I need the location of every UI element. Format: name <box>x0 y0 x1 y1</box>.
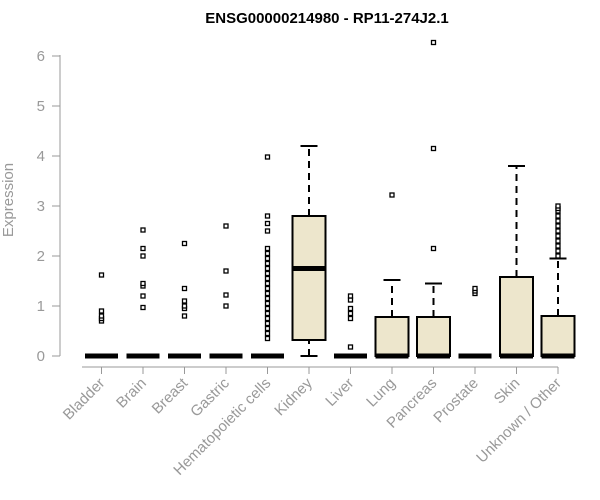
box-iqr <box>291 215 327 341</box>
outlier-point <box>555 203 561 209</box>
outlier-point <box>264 275 271 282</box>
x-tick-label: Brain <box>113 375 150 412</box>
y-tick-label: 2 <box>37 248 45 265</box>
outlier-point <box>264 213 271 219</box>
box-iqr <box>499 276 534 357</box>
x-tick-label: Prostate <box>430 375 482 427</box>
box-group <box>499 165 534 359</box>
outlier-point <box>347 344 354 350</box>
outlier-point <box>181 313 188 319</box>
box-iqr <box>540 315 576 357</box>
outlier-point <box>264 285 271 292</box>
outlier-point <box>264 270 271 277</box>
outlier-point <box>181 303 188 309</box>
outlier-point <box>264 154 271 160</box>
y-axis-label: Expression <box>0 163 17 237</box>
outlier-point <box>181 240 188 247</box>
outlier-point <box>264 310 271 317</box>
outlier-point <box>264 300 271 307</box>
outlier-point <box>347 310 354 317</box>
outlier-point <box>264 325 271 332</box>
outlier-point <box>264 245 271 252</box>
outlier-point <box>264 255 271 262</box>
box-group <box>374 192 410 359</box>
outlier-point <box>430 145 437 152</box>
outlier-point <box>555 233 561 239</box>
outlier-point <box>264 315 271 322</box>
outlier-point <box>223 268 229 274</box>
x-tick-label: Bladder <box>60 375 109 424</box>
outlier-point <box>347 293 354 299</box>
outlier-point <box>264 335 271 342</box>
outlier-point <box>555 223 561 229</box>
outlier-point <box>264 305 271 312</box>
outlier-point <box>472 285 478 292</box>
outlier-point <box>140 293 146 299</box>
outlier-point <box>264 265 271 272</box>
box-group <box>251 154 284 359</box>
outlier-point <box>264 330 271 337</box>
boxes-group <box>85 39 576 359</box>
x-tick-label: Skin <box>491 375 524 408</box>
outlier-point <box>140 304 146 311</box>
y-tick-label: 6 <box>37 48 45 65</box>
box-group <box>334 293 367 359</box>
outlier-point <box>140 245 146 252</box>
outlier-point <box>347 315 354 322</box>
outlier-point <box>555 243 561 249</box>
box-group <box>126 227 160 359</box>
outlier-point <box>140 227 146 233</box>
y-tick-label: 4 <box>37 148 45 165</box>
outlier-point <box>98 313 105 319</box>
outlier-point <box>140 280 146 287</box>
outlier-point <box>264 220 271 227</box>
outlier-point <box>98 272 105 278</box>
outlier-point <box>555 238 561 244</box>
outlier-point <box>264 260 271 267</box>
outlier-point <box>140 253 146 259</box>
box-group <box>209 223 243 359</box>
outlier-point <box>389 192 395 198</box>
chart-title: ENSG00000214980 - RP11-274J2.1 <box>205 10 449 27</box>
box-group <box>540 203 576 359</box>
x-tick-label: Lung <box>363 375 399 411</box>
box-iqr <box>416 316 451 357</box>
y-axis-ticks: 0 1 2 3 4 5 6 <box>37 48 60 365</box>
box-group <box>416 39 451 359</box>
outlier-point <box>223 303 229 309</box>
outlier-point <box>264 295 271 302</box>
outlier-point <box>555 218 561 224</box>
box-group <box>291 145 327 357</box>
outlier-point <box>98 308 105 314</box>
x-tick-label: Breast <box>149 374 192 417</box>
outlier-point <box>347 305 354 312</box>
x-tick-label: Liver <box>322 375 357 410</box>
y-tick-label: 3 <box>37 198 45 215</box>
outlier-point <box>555 253 561 259</box>
outlier-point <box>264 250 271 257</box>
outlier-point <box>264 228 271 234</box>
y-tick-label: 5 <box>37 98 45 115</box>
x-tick-label: Kidney <box>271 374 316 419</box>
y-tick-label: 1 <box>37 298 45 315</box>
outlier-point <box>181 285 188 292</box>
outlier-point <box>555 228 561 234</box>
outlier-point <box>264 290 271 297</box>
box-group <box>458 285 492 359</box>
y-tick-label: 0 <box>37 348 45 365</box>
outlier-point <box>430 245 437 252</box>
outlier-point <box>430 39 437 46</box>
outlier-point <box>264 280 271 287</box>
box-group <box>85 272 118 359</box>
outlier-point <box>264 320 271 327</box>
outlier-point <box>223 292 229 298</box>
outlier-point <box>555 248 561 254</box>
outlier-point <box>223 223 229 229</box>
outlier-point <box>181 298 188 304</box>
outlier-point <box>555 213 561 219</box>
box-iqr <box>374 316 410 357</box>
box-group <box>168 240 201 359</box>
